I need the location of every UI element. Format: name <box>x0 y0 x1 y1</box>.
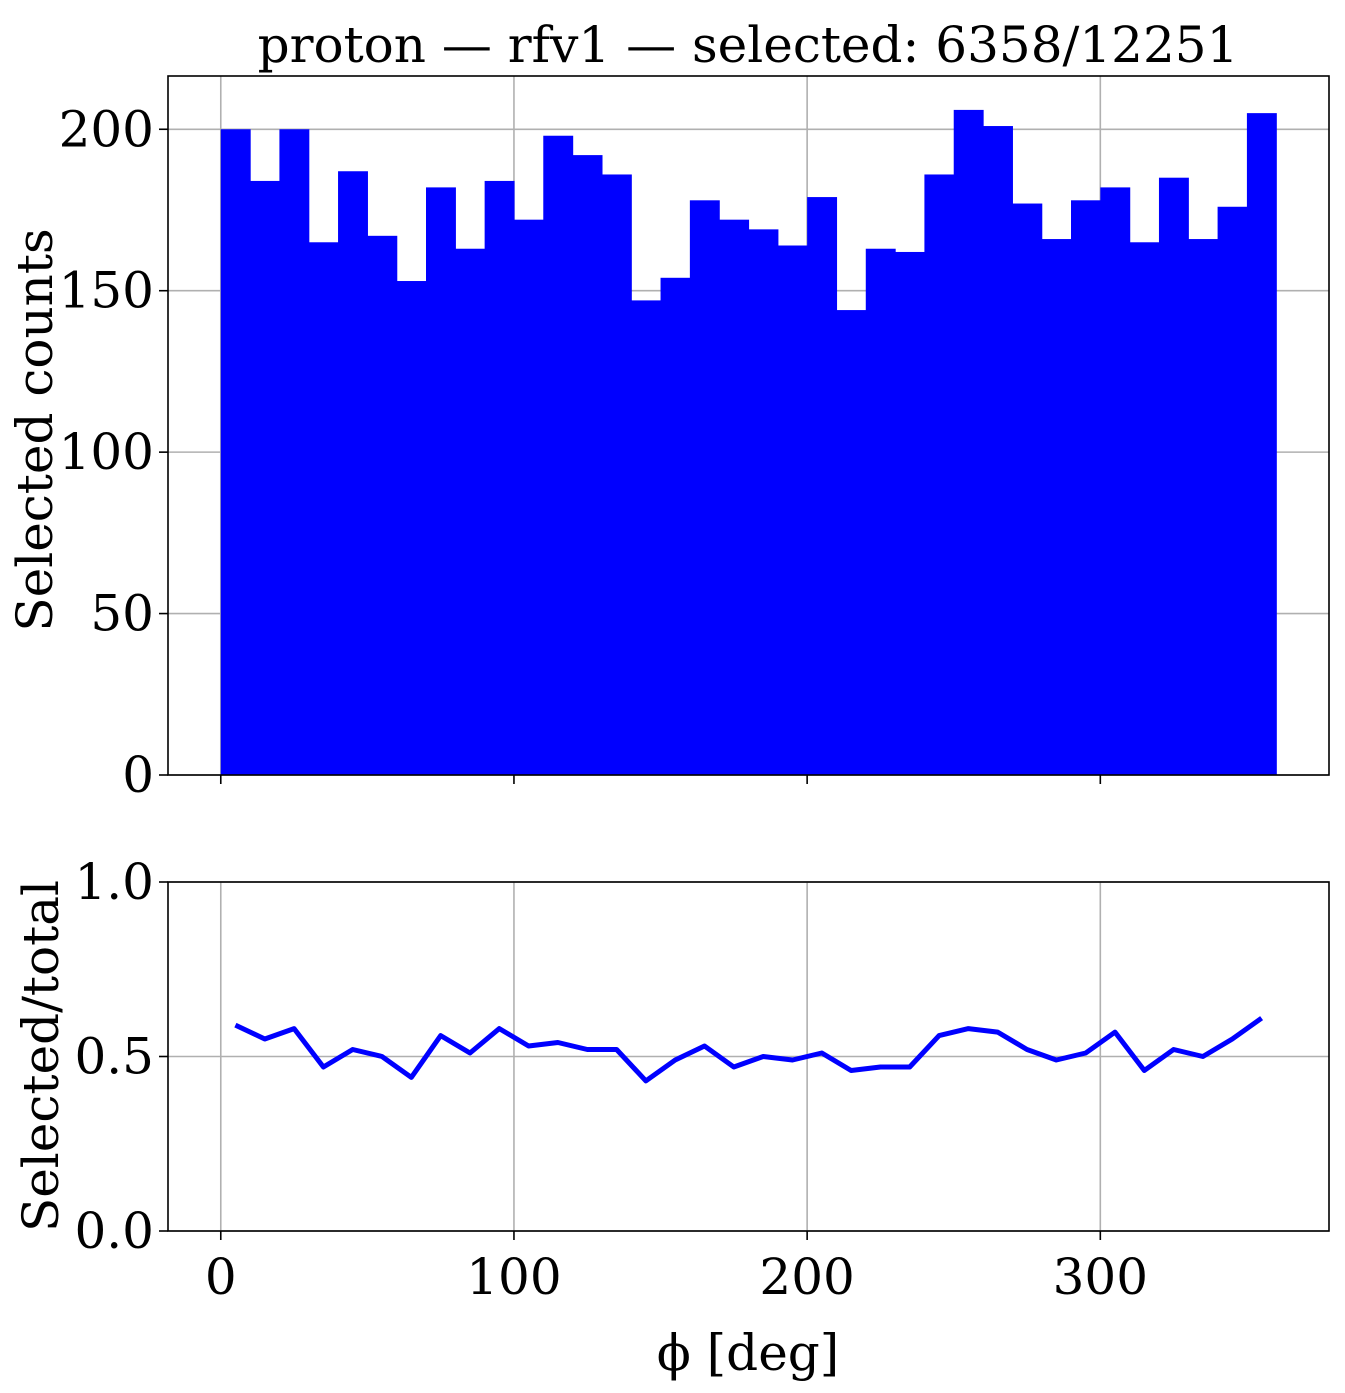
histogram-bar <box>807 197 838 775</box>
histogram-bar <box>1129 242 1160 775</box>
histogram-y-tick-label: 100 <box>59 423 154 481</box>
histogram-bar <box>250 180 281 775</box>
histogram-bar <box>1158 177 1189 775</box>
histogram-bar <box>367 235 398 775</box>
histogram-y-tick-label: 0 <box>122 746 154 804</box>
ratio-y-tick-label: 0.0 <box>74 1202 154 1260</box>
chart-title: proton — rfv1 — selected: 6358/12251 <box>258 16 1239 74</box>
ratio-y-axis-label: Selected/total <box>12 880 70 1232</box>
histogram-bar <box>1100 187 1131 775</box>
histogram-bar <box>836 310 867 775</box>
histogram-bar <box>338 171 368 775</box>
ratio-y-tick-label: 1.0 <box>74 853 154 911</box>
histogram-bar <box>1217 206 1248 775</box>
histogram-frame <box>167 75 1330 776</box>
histogram-bar <box>1012 203 1043 775</box>
histogram-bar <box>1188 239 1219 775</box>
histogram-y-tick-label: 50 <box>90 585 154 643</box>
histogram-bar <box>660 277 691 775</box>
histogram-bar <box>279 129 310 775</box>
histogram-bar <box>895 251 926 775</box>
histogram-ticks: 0 50 100 150 200 <box>59 100 1102 804</box>
histogram-bar <box>513 219 544 775</box>
ratio-panel: 0 100 200 300 0.0 0.5 1.0 Selected/total ϕ [de… <box>12 853 1330 1382</box>
histogram-bar <box>748 229 779 775</box>
ratio-line <box>234 1016 1264 1084</box>
ratio-x-tick-label: 300 <box>1053 1248 1148 1306</box>
histogram-bar <box>572 155 603 775</box>
histogram-bars <box>220 109 1277 775</box>
histogram-bar <box>719 219 750 775</box>
histogram-bar <box>396 281 427 775</box>
histogram-bar <box>543 135 574 775</box>
histogram-bar <box>220 129 251 775</box>
histogram-bar <box>601 174 632 775</box>
histogram-bar <box>924 174 955 775</box>
histogram-bar <box>777 245 808 775</box>
ratio-ticks: 0 100 200 300 0.0 0.5 1.0 <box>74 853 1148 1306</box>
histogram-bar <box>484 180 515 775</box>
histogram-bar <box>455 248 486 775</box>
ratio-x-tick-label: 0 <box>205 1248 237 1306</box>
ratio-y-tick-label: 0.5 <box>74 1028 154 1086</box>
histogram-bar <box>865 248 896 775</box>
histogram-y-tick-label: 150 <box>59 262 154 320</box>
histogram-bar <box>631 300 662 775</box>
histogram-y-axis-label: Selected counts <box>6 228 64 631</box>
x-axis-label: ϕ [deg] <box>657 1324 840 1382</box>
histogram-bar <box>1041 239 1072 775</box>
histogram-bar <box>1246 113 1277 775</box>
histogram-bar <box>308 242 339 775</box>
ratio-x-tick-label: 100 <box>466 1248 561 1306</box>
histogram-bar <box>426 187 456 775</box>
histogram-bar <box>983 126 1013 775</box>
histogram-panel: 0 50 100 150 200 proton — rfv1 — selected: 6… <box>6 16 1330 804</box>
ratio-x-tick-label: 200 <box>759 1248 854 1306</box>
histogram-y-tick-label: 200 <box>59 100 154 158</box>
histogram-bar <box>1071 200 1101 775</box>
histogram-bar <box>953 109 984 775</box>
histogram-bar <box>689 200 720 775</box>
